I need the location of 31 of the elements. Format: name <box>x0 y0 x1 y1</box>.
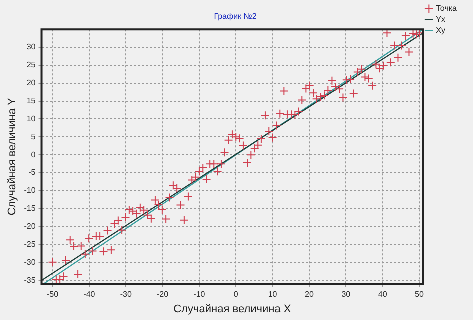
x-tick-label: -50 <box>46 290 60 300</box>
y-tick-label: -35 <box>24 276 36 285</box>
y-tick-label: -20 <box>24 222 36 232</box>
chart-title: График №2 <box>214 12 258 22</box>
x-tick-label: 20 <box>305 290 314 300</box>
y-tick-label: 25 <box>26 60 36 70</box>
x-tick-label: -40 <box>84 290 96 300</box>
x-tick-label: 40 <box>378 290 388 300</box>
x-tick-label: 0 <box>234 290 239 300</box>
y-tick-label: -15 <box>24 204 36 214</box>
legend-label: Yx <box>436 15 446 24</box>
x-tick-label: 50 <box>415 290 424 300</box>
y-tick-label: -30 <box>24 258 36 267</box>
x-tick-label: 30 <box>342 290 352 300</box>
legend-label: Xy <box>436 26 446 36</box>
y-tick-label: 5 <box>31 132 36 142</box>
y-tick-label: 10 <box>26 114 36 124</box>
y-tick-label: 30 <box>26 42 36 52</box>
y-tick-label: -25 <box>24 240 36 249</box>
y-tick-label: -10 <box>24 186 36 196</box>
x-tick-label: -10 <box>194 290 206 300</box>
y-tick-label: 20 <box>26 78 36 88</box>
y-tick-label: 0 <box>31 150 36 160</box>
y-tick-label: -5 <box>28 168 36 178</box>
x-tick-label: 10 <box>268 290 278 300</box>
y-axis-title: Случайная величина Y <box>6 97 19 216</box>
x-axis-title: Случайная величина X <box>174 303 292 316</box>
legend-label: Точка <box>436 4 458 14</box>
x-tick-label: -20 <box>157 290 170 300</box>
y-tick-label: 15 <box>26 96 36 106</box>
x-tick-label: -30 <box>120 290 132 300</box>
